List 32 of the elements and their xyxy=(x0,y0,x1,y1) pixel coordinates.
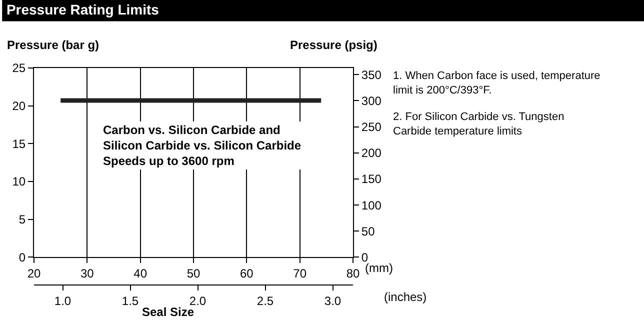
y2-tick-label: 200 xyxy=(361,146,382,160)
y-tick-label: 0 xyxy=(18,250,26,264)
y2-tick-label: 300 xyxy=(361,94,382,108)
x2-tick-label: 1.5 xyxy=(122,294,139,308)
y2-tick-label: 100 xyxy=(361,198,382,212)
x-tick-label: 70 xyxy=(293,266,307,281)
x2-axis-title: (inches) xyxy=(384,290,427,304)
y-tick-label: 20 xyxy=(12,99,26,114)
x2-tick-label: 2.0 xyxy=(189,294,206,308)
x-tick-label: 40 xyxy=(134,266,148,281)
x-tick-label: 30 xyxy=(80,266,94,281)
y2-tick-label: 50 xyxy=(361,224,376,238)
x2-tick-label: 3.0 xyxy=(324,294,342,308)
text: 1. When Carbon face is used, temperature limit is 200°C/393°F. xyxy=(393,70,600,96)
y-tick-label: 10 xyxy=(12,174,26,189)
text: Seal Size xyxy=(142,305,194,319)
chart-title: Pressure Rating Limits xyxy=(6,2,160,18)
y-tick-label: 5 xyxy=(18,212,26,227)
x-tick-label: 80 xyxy=(346,266,360,281)
x2-tick-label: 2.5 xyxy=(256,294,274,308)
y2-tick-label: 150 xyxy=(361,172,382,186)
y2-tick-label: 250 xyxy=(361,120,382,134)
annotation: Carbon vs. Silicon Carbide and Silicon Carbide vs. Silicon Carbide Speeds up to 3600 rpm xyxy=(103,123,302,168)
y2-tick-label: 350 xyxy=(361,68,382,82)
x-tick-label: 50 xyxy=(186,266,200,281)
y2-axis-title: Pressure (psig) xyxy=(290,38,378,52)
x2-tick-label: 1.0 xyxy=(54,294,72,308)
x-tick-label: 60 xyxy=(240,266,254,281)
y-tick-label: 15 xyxy=(12,136,26,151)
y-tick-label: 25 xyxy=(12,61,26,76)
y-axis-title: Pressure (bar g) xyxy=(7,38,100,52)
text: 2. For Silicon Carbide vs. Tungsten Carbide temperature limits xyxy=(393,111,564,138)
